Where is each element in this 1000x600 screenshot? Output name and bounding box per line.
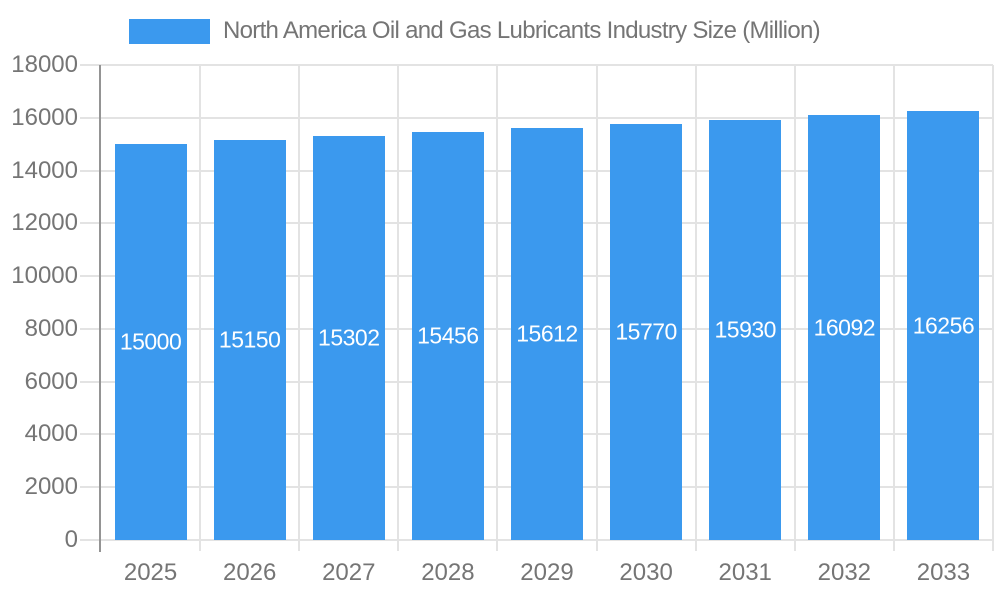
bar-value-label: 15770 — [615, 318, 677, 345]
bar-2029[interactable]: 15612 — [511, 128, 583, 540]
v-gridline — [992, 65, 994, 551]
x-tick-label: 2027 — [322, 559, 376, 586]
bar-value-label: 16256 — [912, 312, 975, 339]
v-gridline — [397, 65, 400, 551]
x-tick-label: 2025 — [123, 559, 178, 586]
h-gridline — [80, 64, 993, 66]
bar-2028[interactable]: 15456 — [411, 132, 484, 540]
v-gridline — [595, 65, 598, 551]
h-gridline — [80, 116, 993, 119]
v-gridline — [793, 65, 796, 551]
v-gridline — [694, 65, 697, 551]
x-tick-label: 2029 — [520, 559, 574, 586]
y-tick-label: 18000 — [11, 51, 78, 78]
bar-value-label: 15930 — [714, 316, 776, 343]
v-gridline — [199, 65, 202, 551]
bar-2026[interactable]: 15150 — [213, 140, 286, 540]
legend-series-label: North America Oil and Gas Lubricants Ind… — [223, 17, 821, 44]
x-tick-label: 2026 — [222, 559, 277, 586]
v-gridline — [892, 65, 895, 551]
bar-2030[interactable]: 15770 — [610, 123, 683, 540]
y-tick-label: 8000 — [24, 314, 78, 342]
x-tick-label: 2032 — [817, 559, 872, 586]
y-tick-label: 12000 — [11, 209, 78, 237]
bar-value-label: 15456 — [417, 322, 479, 349]
h-gridline — [80, 539, 993, 541]
y-tick-label: 10000 — [11, 262, 78, 290]
bar-2025[interactable]: 15000 — [114, 144, 187, 540]
v-gridline — [298, 65, 301, 551]
y-tick-label: 0 — [64, 526, 78, 553]
x-tick-label: 2030 — [619, 559, 673, 586]
bar-2032[interactable]: 16092 — [808, 115, 881, 540]
legend-swatch-icon — [129, 18, 210, 44]
y-tick-label: 4000 — [24, 420, 78, 448]
bar-2033[interactable]: 16256 — [907, 111, 980, 540]
chart-legend[interactable]: North America Oil and Gas Lubricants Ind… — [129, 17, 821, 45]
x-tick-label: 2028 — [421, 559, 475, 586]
x-tick-label: 2031 — [718, 559, 772, 586]
y-tick-label: 16000 — [11, 103, 78, 131]
bar-value-label: 15302 — [318, 324, 380, 351]
v-gridline — [496, 65, 499, 551]
bar-value-label: 16092 — [813, 314, 876, 341]
bar-value-label: 15000 — [119, 328, 182, 355]
y-tick-label: 2000 — [24, 473, 78, 501]
bar-2031[interactable]: 15930 — [709, 119, 782, 540]
bar-2027[interactable]: 15302 — [312, 136, 385, 540]
y-tick-label: 6000 — [24, 367, 78, 395]
bar-value-label: 15612 — [516, 320, 578, 347]
x-tick-label: 2033 — [916, 559, 971, 586]
y-tick-label: 14000 — [11, 156, 78, 184]
plot-area: 15000 15150 15302 15456 15612 15770 15930 16092… — [101, 65, 993, 540]
bar-value-label: 15150 — [218, 326, 281, 353]
y-axis-line — [99, 65, 101, 552]
